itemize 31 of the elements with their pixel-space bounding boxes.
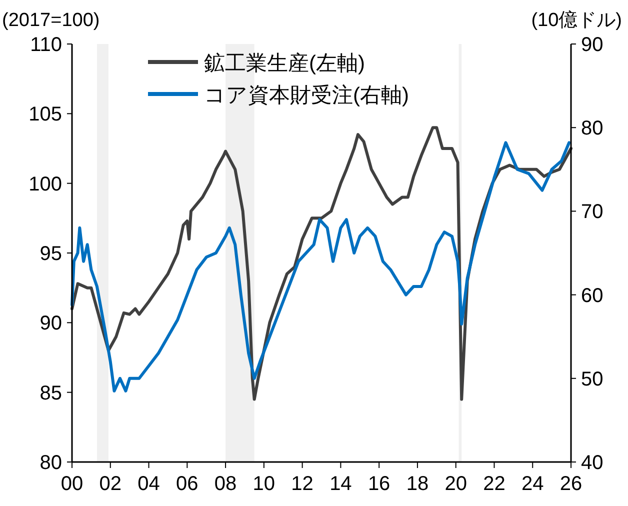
y2-axis-title: (10億ドル) <box>531 10 622 31</box>
x-tick-label: 00 <box>60 473 84 495</box>
y-axis-title: (2017=100) <box>2 10 100 31</box>
y-tick-label: 105 <box>28 104 62 126</box>
x-tick-label: 24 <box>521 473 544 495</box>
x-tick-label: 20 <box>444 473 467 495</box>
y2-tick-label: 60 <box>581 284 604 307</box>
y2-tick-label: 40 <box>581 452 604 474</box>
legend-label: 鉱工業生産(左軸) <box>204 52 365 75</box>
y-tick-label: 95 <box>40 243 62 265</box>
y2-tick-label: 90 <box>581 34 604 56</box>
x-tick-label: 22 <box>483 473 506 495</box>
x-tick-label: 10 <box>252 473 276 495</box>
y-tick-label: 90 <box>40 312 62 335</box>
x-tick-label: 14 <box>330 473 352 495</box>
y-tick-label: 110 <box>30 34 62 56</box>
x-tick-label: 12 <box>291 473 314 495</box>
x-tick-label: 26 <box>560 473 582 495</box>
x-tick-label: 08 <box>214 473 237 495</box>
y-tick-label: 80 <box>40 452 62 474</box>
x-tick-label: 06 <box>176 473 198 495</box>
x-tick-label: 16 <box>368 473 390 495</box>
y-tick-label: 85 <box>40 382 62 404</box>
legend-label: コア資本財受注(右軸) <box>204 84 409 107</box>
x-tick-label: 02 <box>99 473 122 495</box>
y2-tick-label: 50 <box>581 368 604 390</box>
y-tick-label: 100 <box>28 173 62 196</box>
y2-tick-label: 70 <box>581 201 604 224</box>
x-tick-label: 04 <box>138 473 160 495</box>
y2-tick-label: 80 <box>581 118 604 140</box>
x-tick-label: 18 <box>406 473 429 495</box>
